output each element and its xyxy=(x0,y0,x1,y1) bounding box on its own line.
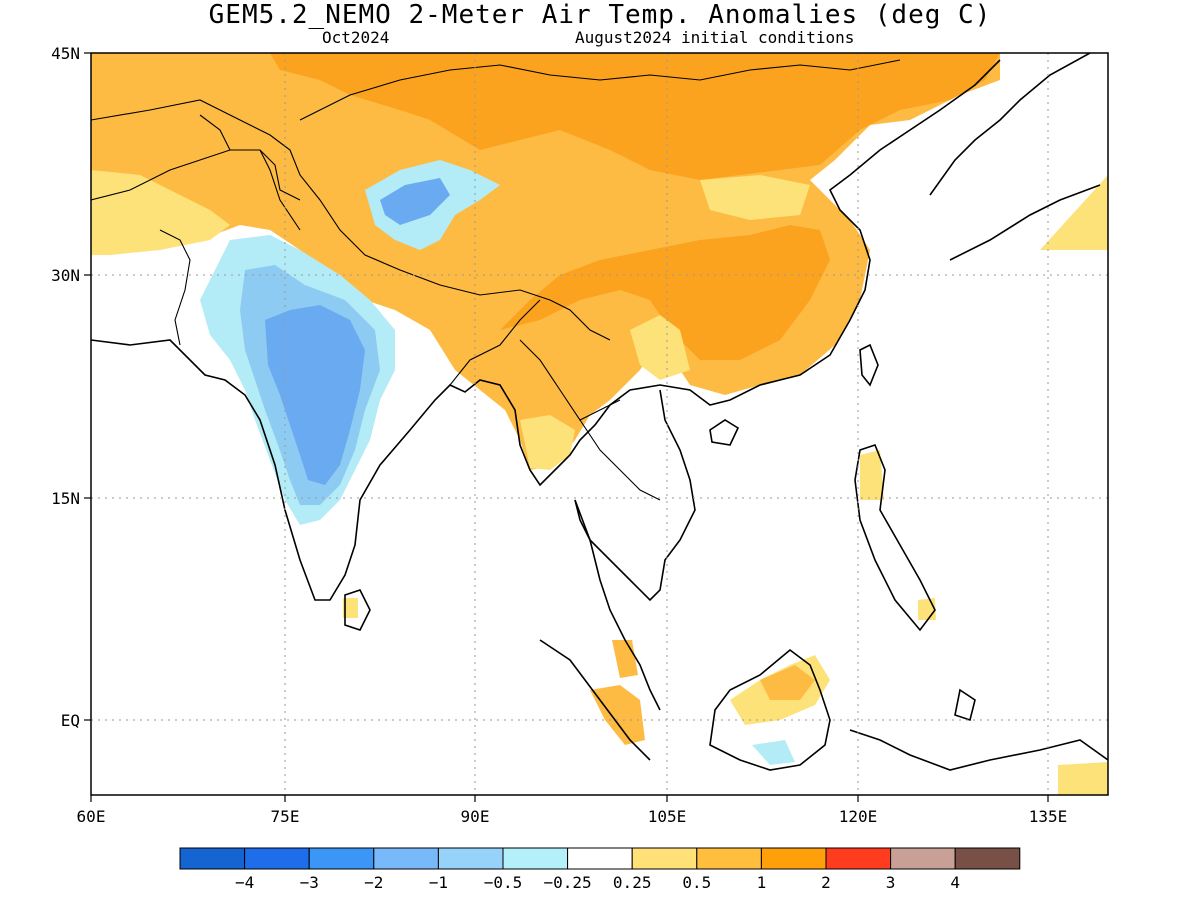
colorbar-label-9: 2 xyxy=(821,873,831,892)
lon-label-75e: 75E xyxy=(271,807,300,826)
colorbar-label-7: 0.5 xyxy=(682,873,711,892)
cool-patch-borneo xyxy=(752,740,795,765)
lat-label-eq: EQ xyxy=(61,711,80,730)
colorbar-label-3: −1 xyxy=(429,873,448,892)
gridlines xyxy=(91,53,1108,795)
colorbar-label-8: 1 xyxy=(757,873,767,892)
colorbar-swatch-12 xyxy=(954,847,1021,870)
lon-label-120e: 120E xyxy=(839,807,878,826)
warm-patch-new-guinea xyxy=(1058,762,1108,795)
colorbar-swatch-8 xyxy=(696,847,762,870)
plot-frame xyxy=(90,52,1109,796)
cooler-region-tibet xyxy=(380,178,450,225)
colorbar-label-11: 4 xyxy=(950,873,960,892)
light-warm-region-indochina xyxy=(520,415,575,470)
colorbar-swatch-0 xyxy=(179,847,246,870)
target-month-label: Oct2024 xyxy=(322,28,390,47)
coastlines xyxy=(91,53,1108,771)
warm-patch-mindanao xyxy=(918,598,936,620)
warm-patch-japan xyxy=(1040,175,1108,250)
cooler-region-india xyxy=(265,305,365,485)
light-warm-region-east xyxy=(700,175,810,220)
warm-patch-sumatra xyxy=(590,685,645,745)
country-borders xyxy=(91,59,901,501)
colorbar-swatch-2 xyxy=(308,847,375,870)
initial-conditions-label: August2024 initial conditions xyxy=(575,28,855,47)
colorbar-swatch-5 xyxy=(502,847,569,870)
colorbar-label-2: −2 xyxy=(364,873,383,892)
colorbar-swatch-1 xyxy=(244,847,310,870)
warm-patch-philippines xyxy=(860,450,884,500)
lon-label-90e: 90E xyxy=(461,807,490,826)
colorbar: −4 −3 −2 −1 −0.5 −0.25 0.25 0.5 1 2 3 4 xyxy=(179,847,1021,892)
warm-patch-borneo-core xyxy=(760,665,815,700)
colorbar-label-5: −0.25 xyxy=(544,873,592,892)
colorbar-swatch-11 xyxy=(890,847,956,870)
colorbar-swatch-9 xyxy=(760,847,827,870)
warmer-region-south xyxy=(500,225,830,360)
colorbar-swatch-10 xyxy=(825,847,892,870)
colorbar-label-4: −0.5 xyxy=(484,873,523,892)
lat-label-30n: 30N xyxy=(51,266,80,285)
lon-label-105e: 105E xyxy=(648,807,687,826)
colorbar-label-0: −4 xyxy=(235,873,254,892)
lon-label-135e: 135E xyxy=(1029,807,1068,826)
colorbar-label-10: 3 xyxy=(886,873,896,892)
colorbar-swatch-3 xyxy=(373,847,439,870)
colorbar-swatch-4 xyxy=(437,847,504,870)
warm-patch-sri-lanka xyxy=(343,598,358,618)
lat-label-45n: 45N xyxy=(51,44,80,63)
colorbar-label-1: −3 xyxy=(300,873,319,892)
lat-label-15n: 15N xyxy=(51,489,80,508)
map-title: GEM5.2_NEMO 2-Meter Air Temp. Anomalies … xyxy=(208,0,992,30)
anomaly-field xyxy=(91,53,1108,795)
warmer-region-north xyxy=(270,53,1000,180)
light-warm-region-yunnan xyxy=(630,315,690,380)
lon-label-60e: 60E xyxy=(77,807,106,826)
colorbar-swatch-7 xyxy=(631,847,698,870)
axis-ticks xyxy=(84,52,1049,802)
colorbar-label-6: 0.25 xyxy=(613,873,652,892)
colorbar-swatch-6 xyxy=(567,847,633,870)
